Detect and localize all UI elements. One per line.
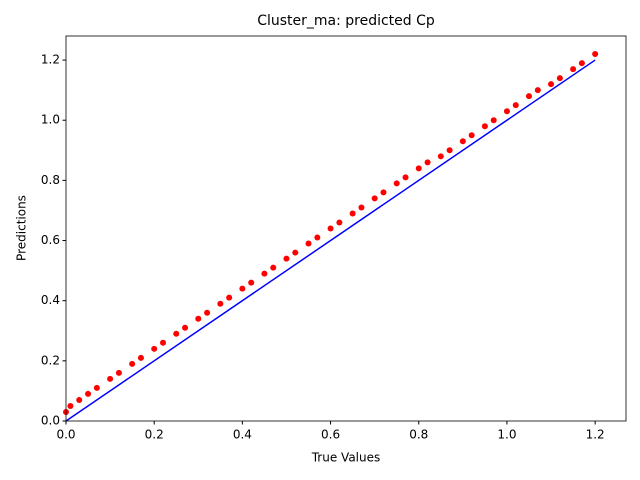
scatter-point	[534, 87, 541, 94]
scatter-point	[336, 219, 343, 226]
y-tick-label: 1.2	[41, 53, 60, 67]
scatter-point	[503, 108, 510, 115]
scatter-point	[292, 249, 299, 256]
scatter-point	[393, 180, 400, 187]
scatter-point	[305, 240, 312, 247]
scatter-point	[182, 324, 189, 331]
scatter-point	[283, 255, 290, 262]
scatter-point	[437, 153, 444, 160]
axes-frame	[65, 35, 627, 422]
scatter-point	[481, 123, 488, 130]
scatter-point	[129, 360, 136, 367]
x-tick-label: 0.6	[321, 428, 340, 442]
scatter-point	[424, 159, 431, 166]
scatter-point	[548, 81, 555, 88]
scatter-point	[556, 75, 563, 82]
scatter-point	[270, 264, 277, 271]
scatter-point	[490, 117, 497, 124]
scatter-point	[459, 138, 466, 145]
scatter-point	[578, 60, 585, 67]
y-tick-label: 0.6	[41, 233, 60, 247]
scatter-point	[248, 279, 255, 286]
scatter-point	[195, 315, 202, 322]
scatter-point	[151, 345, 158, 352]
x-tick-label: 0.2	[145, 428, 164, 442]
scatter-point	[358, 204, 365, 211]
y-tick-label: 0.8	[41, 173, 60, 187]
scatter-point	[173, 330, 180, 337]
scatter-point	[93, 384, 100, 391]
scatter-point	[226, 294, 233, 301]
scatter-point	[371, 195, 378, 202]
scatter-point	[380, 189, 387, 196]
scatter-point	[217, 300, 224, 307]
x-tick-label: 0.0	[56, 428, 75, 442]
scatter-point	[592, 51, 599, 58]
x-axis-label: True Values	[311, 451, 381, 465]
scatter-point	[349, 210, 356, 217]
y-tick-label: 0.0	[41, 414, 60, 428]
y-axis-label: Predictions	[15, 195, 29, 261]
scatter-point	[115, 369, 122, 376]
x-tick-label: 0.4	[233, 428, 252, 442]
x-tick-label: 1.2	[586, 428, 605, 442]
y-tick-label: 0.4	[41, 293, 60, 307]
scatter-point	[204, 309, 211, 316]
scatter-point	[314, 234, 321, 241]
scatter-point	[446, 147, 453, 154]
scatter-point	[468, 132, 475, 139]
chart-title: Cluster_ma: predicted Cp	[257, 13, 435, 29]
scatter-point	[76, 396, 83, 403]
scatter-point	[570, 66, 577, 73]
scatter-point	[160, 339, 167, 346]
scatter-point	[107, 375, 114, 382]
x-tick-label: 0.8	[409, 428, 428, 442]
scatter-point	[137, 354, 144, 361]
scatter-point	[525, 93, 532, 100]
scatter-point	[415, 165, 422, 172]
y-tick-label: 0.2	[41, 353, 60, 367]
scatter-point	[512, 102, 519, 109]
scatter-point	[239, 285, 246, 292]
line	[65, 59, 596, 422]
y-tick-label: 1.0	[41, 113, 60, 127]
scatter-point	[327, 225, 334, 232]
x-tick-label: 1.0	[497, 428, 516, 442]
scatter-point	[402, 174, 409, 181]
scatter-point	[67, 402, 74, 409]
scatter-point	[85, 390, 92, 397]
scatter-point	[261, 270, 268, 277]
